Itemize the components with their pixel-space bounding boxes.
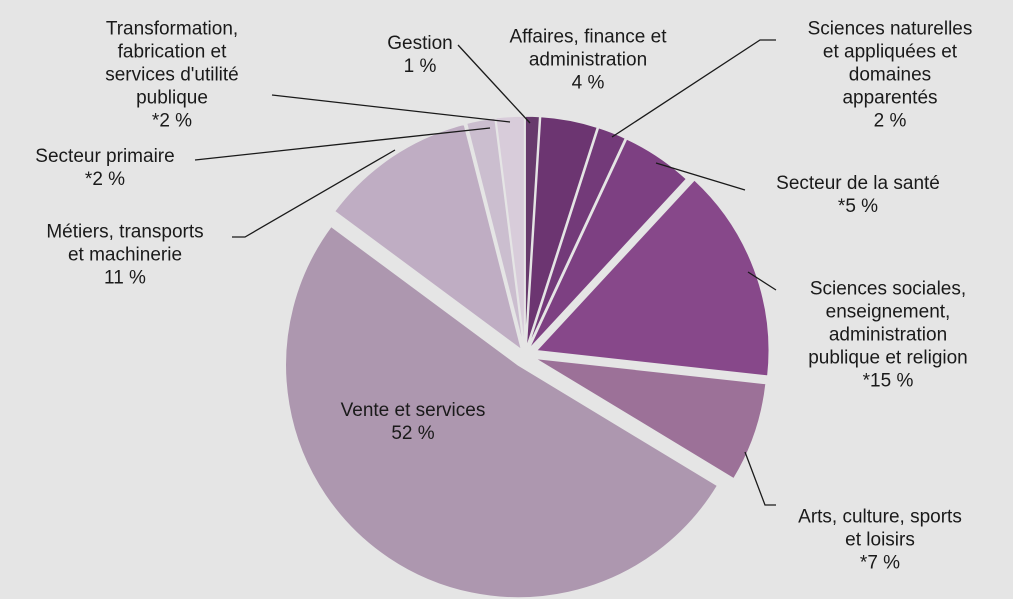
value-label: 1 % bbox=[403, 56, 437, 77]
value-label: 4 % bbox=[571, 72, 605, 94]
value-label: 11 % bbox=[104, 267, 146, 289]
category-label: Transformation, fabrication et services … bbox=[105, 18, 239, 109]
slice-label: Arts, culture, sports et loisirs *7 % bbox=[750, 506, 1010, 575]
slice-label: Secteur de la santé *5 % bbox=[728, 172, 988, 218]
category-label: Arts, culture, sports et loisirs bbox=[798, 506, 962, 551]
slice-label: Affaires, finance et administration 4 % bbox=[458, 26, 718, 95]
slice-label: Secteur primaire *2 % bbox=[0, 145, 235, 191]
category-label: Sciences sociales, enseignement, adminis… bbox=[808, 278, 968, 369]
value-label: *7 % bbox=[859, 552, 901, 574]
slice-label: Vente et services 52 % bbox=[283, 399, 543, 445]
pie-slice bbox=[534, 178, 770, 377]
leader-line bbox=[271, 94, 511, 123]
pie-slice bbox=[525, 115, 599, 350]
leader-line bbox=[747, 271, 777, 291]
pie-slice bbox=[333, 123, 523, 352]
value-label: *5 % bbox=[837, 196, 879, 217]
leader-line bbox=[611, 39, 776, 138]
leader-line bbox=[744, 451, 776, 506]
category-label: Gestion bbox=[387, 33, 453, 54]
value-label: 2 % bbox=[873, 110, 907, 132]
leader-line bbox=[232, 149, 396, 238]
value-label: *2 % bbox=[84, 169, 126, 190]
value-label: *15 % bbox=[862, 370, 914, 392]
pie-slice bbox=[534, 357, 767, 480]
leader-line bbox=[194, 127, 491, 161]
leader-lines bbox=[194, 39, 777, 506]
category-label: Secteur de la santé bbox=[776, 173, 940, 194]
pie-slice bbox=[524, 115, 541, 350]
leader-line bbox=[457, 44, 531, 124]
value-label: *2 % bbox=[151, 110, 193, 132]
pie-slice bbox=[527, 137, 688, 351]
slice-label: Transformation, fabrication et services … bbox=[42, 18, 302, 133]
category-label: Vente et services bbox=[340, 400, 486, 421]
category-label: Affaires, finance et administration bbox=[509, 26, 667, 71]
slice-label: Sciences naturelles et appliquées et dom… bbox=[760, 18, 1013, 133]
slice-label: Sciences sociales, enseignement, adminis… bbox=[758, 278, 1013, 393]
slice-label: Métiers, transports et machinerie 11 % bbox=[0, 221, 255, 290]
value-label: 52 % bbox=[391, 423, 435, 444]
category-label: Sciences naturelles et appliquées et dom… bbox=[807, 18, 973, 109]
pie-slice bbox=[526, 126, 627, 350]
slice-label: Gestion 1 % bbox=[290, 32, 550, 78]
leader-line bbox=[655, 162, 746, 191]
pie-slice bbox=[465, 117, 525, 350]
category-label: Secteur primaire bbox=[35, 146, 175, 167]
pie-slice bbox=[284, 225, 719, 599]
category-label: Métiers, transports et machinerie bbox=[46, 221, 204, 266]
